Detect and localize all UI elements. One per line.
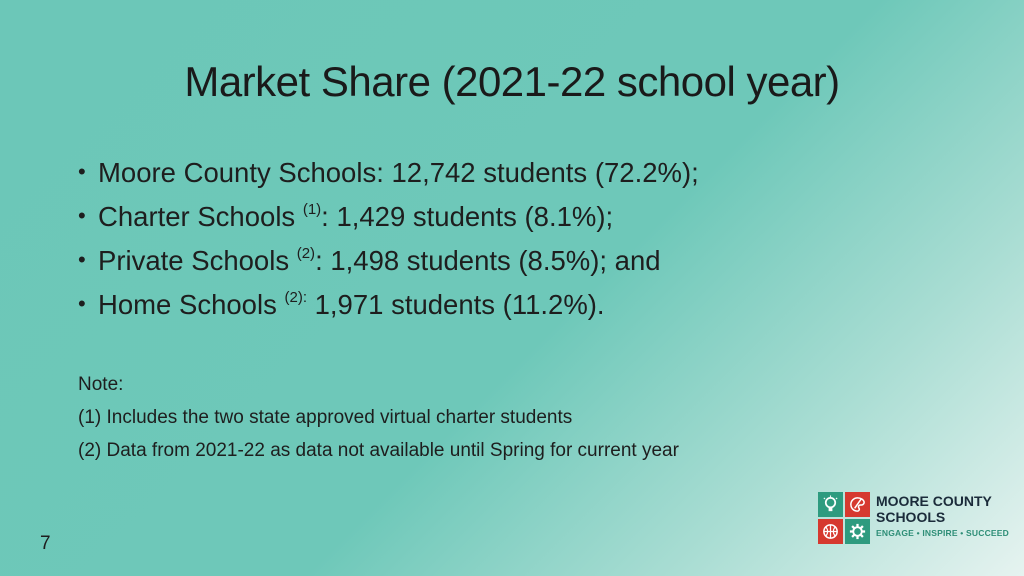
note-item: (1) Includes the two state approved virt… [78,407,573,428]
bullet-text: Moore County Schools: 12,742 students (7… [98,157,699,188]
bullet-item-home: • Home Schools (2): 1,971 students (11.2%… [78,282,699,326]
logo-name-line1: MOORE COUNTY [876,493,992,509]
footnote-marker: (2) [296,245,316,262]
palette-icon [845,492,870,517]
bullet-list: • Moore County Schools: 12,742 students (… [78,150,699,326]
lightbulb-icon [818,492,843,517]
bullet-dot-icon: • [78,203,86,228]
notes-section: Note: (1) Includes the two state approve… [78,368,679,467]
bullet-value: : 1,498 students (8.5%); and [315,245,661,276]
moore-county-schools-logo: MOORE COUNTY SCHOOLS ENGAGE • INSPIRE • … [818,492,1014,548]
logo-name-line2: SCHOOLS [876,509,946,525]
bullet-dot-icon: • [78,247,86,272]
bullet-item-moore-county: • Moore County Schools: 12,742 students (… [78,150,699,194]
bullet-item-private: • Private Schools (2): 1,498 students (8.… [78,238,699,282]
basketball-icon [818,519,843,544]
notes-heading: Note: [78,374,124,395]
gear-icon [845,519,870,544]
footnote-marker: (1) [302,201,322,218]
bullet-item-charter: • Charter Schools (1): 1,429 students (8.… [78,194,699,238]
bullet-text: Home Schools [98,289,285,320]
bullet-text: Private Schools [98,245,297,276]
bullet-value: 1,971 students (11.2%). [306,289,605,320]
bullet-dot-icon: • [78,159,86,184]
slide-title: Market Share (2021-22 school year) [184,58,840,105]
bullet-dot-icon: • [78,291,86,316]
logo-mark [818,492,870,544]
page-number: 7 [40,533,51,554]
note-item: (2) Data from 2021-22 as data not availa… [78,440,679,461]
bullet-text: Charter Schools [98,201,303,232]
bullet-value: : 1,429 students (8.1%); [321,201,614,232]
logo-tagline: ENGAGE • INSPIRE • SUCCEED [876,528,1010,538]
footnote-marker: (2): [284,289,307,306]
